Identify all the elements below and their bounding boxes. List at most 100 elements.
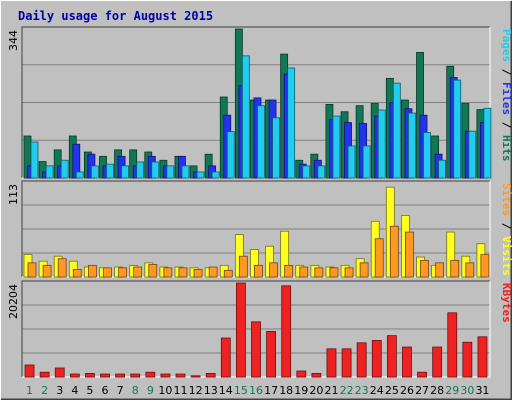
x-tick-label: 28 [430,384,444,397]
bar-sites [42,264,52,278]
bar-sites [163,267,173,278]
plot-border [21,26,490,178]
bar-pages [181,165,190,179]
bar-kbytes [296,370,307,378]
bar-kbytes [281,285,292,378]
bar-pages [377,109,386,179]
bar-kbytes [462,341,473,378]
x-tick-label: 30 [460,384,474,397]
bar-pages [483,107,492,179]
bar-kbytes [85,373,95,378]
bar-pages [121,165,129,179]
bar-pages [211,171,220,179]
legend-kbytes: KBytes [500,283,512,323]
bar-sites [208,266,218,278]
bar-pages [90,165,99,179]
bar-kbytes [205,373,216,378]
bar-kbytes [190,375,201,378]
bar-sites [314,267,324,278]
bar-pages [362,145,371,179]
bar-kbytes [311,373,322,378]
bar-sites [420,259,429,278]
bar-kbytes [115,373,126,378]
bar-sites [465,262,475,278]
x-tick-label: 22 [340,384,354,397]
bar-pages [151,161,160,179]
bar-pages [272,117,280,179]
bar-pages [166,165,175,179]
x-tick-label: 25 [385,384,399,397]
plot-border [21,180,490,277]
legend-separator: / [500,216,512,236]
bar-sites [269,262,278,278]
bar-pages [226,131,235,179]
panel-1: 344 Pages / Files / Hits [7,26,512,179]
bar-sites [254,264,263,278]
bar-kbytes [326,348,337,378]
panel-2: 113 Sites / Visits [7,180,512,278]
bar-kbytes [54,367,65,378]
bar-sites [374,238,384,278]
x-tick-label: 14 [219,384,233,397]
bar-pages [45,165,54,179]
bar-pages [392,82,401,179]
bar-sites [299,266,309,278]
bar-sites [435,262,445,278]
legend-separator: / [500,115,512,135]
legend-labels: Pages / Files / Hits [500,29,512,162]
bar-pages [332,115,341,179]
legend-separator: / [500,62,512,82]
bar-pages [302,165,311,179]
bar-kbytes [371,340,382,378]
x-tick-label: 13 [204,384,218,397]
legend-visits: Visits [500,236,512,276]
bar-pages [241,55,250,179]
x-tick-label: 6 [102,384,109,397]
x-tick-label: 23 [355,384,369,397]
x-tick-label: 2 [41,384,48,397]
bar-sites [87,264,97,278]
bar-sites [359,262,369,278]
x-tick-label: 4 [71,384,78,397]
bar-sites [193,269,203,278]
bar-sites [238,255,248,278]
y-max-label: 20204 [7,284,20,319]
bar-kbytes [24,364,35,378]
bar-sites [27,262,37,278]
bar-sites [389,225,399,278]
plot-border [21,280,490,377]
bar-kbytes [402,346,412,378]
bar-kbytes [266,331,276,378]
x-tick-label: 29 [445,384,459,397]
x-tick-label: 8 [132,384,139,397]
bar-sites [178,267,188,278]
legend-sites: Sites [500,183,512,216]
bar-pages [438,159,447,179]
bar-pages [317,165,326,179]
bar-sites [133,266,143,278]
x-tick-label: 18 [279,384,293,397]
bar-sites [480,254,490,278]
bar-kbytes [341,348,352,378]
bar-kbytes [417,371,427,378]
bar-pages [106,163,114,179]
bar-kbytes [130,373,141,378]
x-tick-label: 16 [249,384,263,397]
x-tick-label: 11 [174,384,188,397]
bar-kbytes [477,336,488,378]
x-tick-label: 9 [147,384,154,397]
x-tick-label: 21 [324,384,338,397]
bar-kbytes [251,321,261,378]
bar-kbytes [356,342,367,378]
bar-pages [408,112,416,179]
x-tick-label: 5 [86,384,93,397]
bar-kbytes [69,373,80,378]
bar-kbytes [220,337,231,378]
bar-sites [284,264,294,278]
y-max-label: 113 [7,184,20,205]
x-tick-label: 15 [234,384,248,397]
x-tick-label: 24 [370,384,384,397]
x-tick-label: 7 [117,384,124,397]
